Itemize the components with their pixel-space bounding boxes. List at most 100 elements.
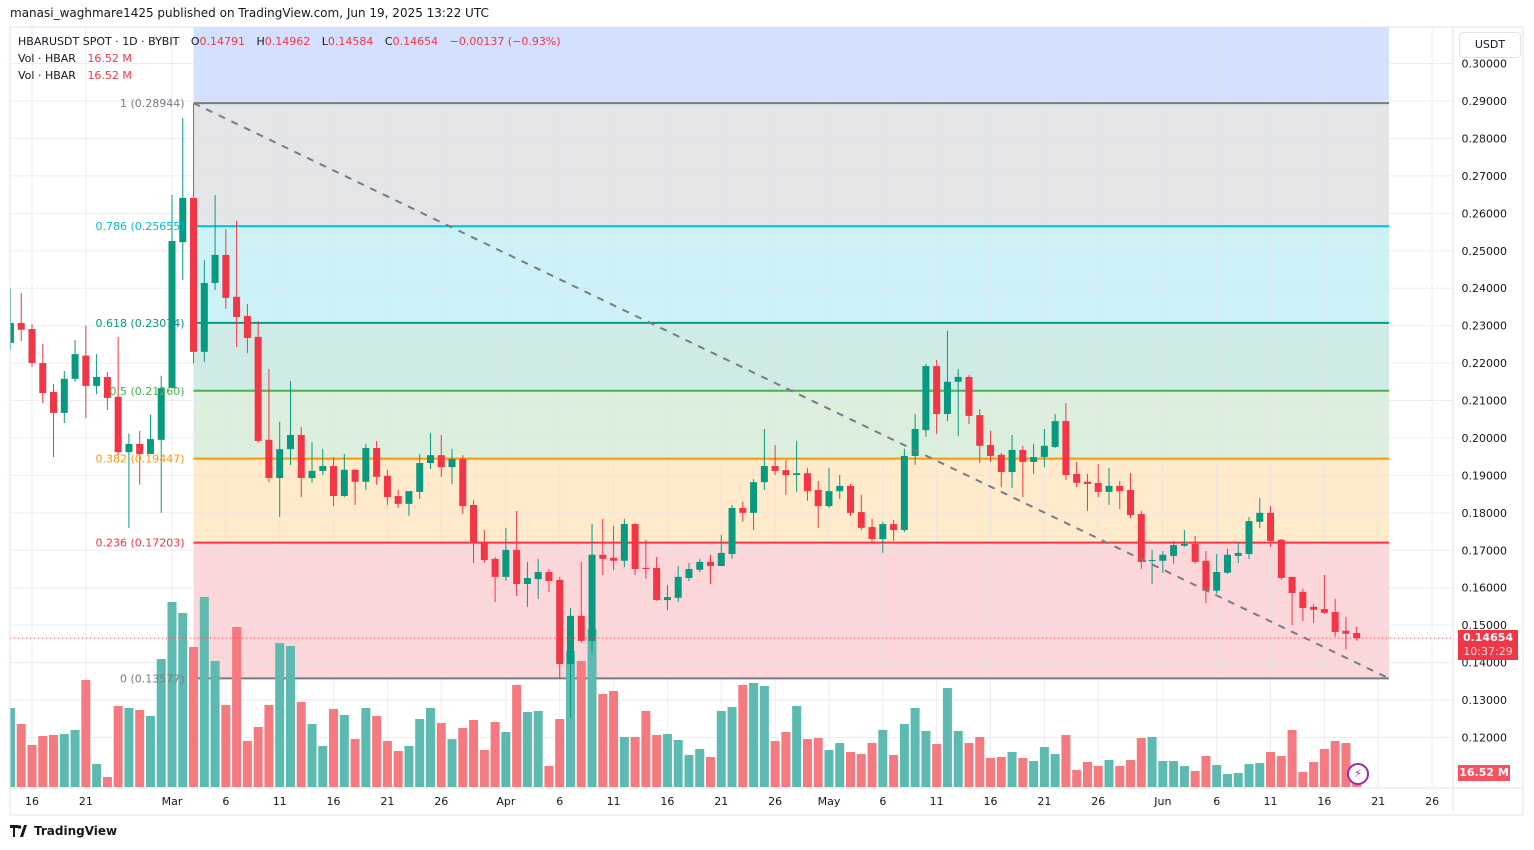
candle[interactable] bbox=[642, 539, 650, 579]
candle[interactable] bbox=[1148, 549, 1156, 584]
candle[interactable] bbox=[588, 523, 596, 653]
candle[interactable] bbox=[879, 521, 887, 553]
candle[interactable] bbox=[1008, 434, 1016, 489]
candle[interactable] bbox=[222, 229, 230, 309]
candle[interactable] bbox=[1062, 403, 1070, 480]
candle[interactable] bbox=[254, 321, 262, 443]
candle[interactable] bbox=[803, 467, 811, 501]
candle[interactable] bbox=[610, 525, 618, 571]
candle[interactable] bbox=[71, 339, 79, 382]
candle[interactable] bbox=[653, 557, 661, 601]
candle[interactable] bbox=[136, 430, 144, 485]
candle[interactable] bbox=[233, 220, 241, 347]
candle[interactable] bbox=[114, 336, 122, 455]
candle[interactable] bbox=[383, 469, 391, 505]
candle[interactable] bbox=[190, 103, 198, 364]
candle[interactable] bbox=[566, 607, 574, 719]
candle[interactable] bbox=[943, 330, 951, 422]
candle[interactable] bbox=[771, 445, 779, 476]
candle[interactable] bbox=[448, 448, 456, 485]
candle[interactable] bbox=[1353, 626, 1361, 641]
candle[interactable] bbox=[847, 484, 855, 516]
volume-legend-1[interactable]: Vol · HBAR 16.52 M bbox=[18, 52, 132, 65]
candle[interactable] bbox=[297, 427, 305, 498]
candle[interactable] bbox=[330, 457, 338, 507]
candle[interactable] bbox=[987, 430, 995, 462]
candle[interactable] bbox=[1234, 542, 1242, 564]
candle[interactable] bbox=[211, 194, 219, 291]
candle[interactable] bbox=[1299, 588, 1307, 622]
candle[interactable] bbox=[1342, 616, 1350, 650]
candle[interactable] bbox=[1159, 551, 1167, 573]
candle[interactable] bbox=[1320, 574, 1328, 614]
candle[interactable] bbox=[394, 490, 402, 508]
candle[interactable] bbox=[286, 381, 294, 465]
candle[interactable] bbox=[276, 421, 284, 517]
candle[interactable] bbox=[1105, 467, 1113, 505]
candle[interactable] bbox=[50, 384, 58, 458]
candle[interactable] bbox=[351, 469, 359, 505]
candle[interactable] bbox=[793, 440, 801, 492]
candle[interactable] bbox=[545, 569, 553, 592]
candle[interactable] bbox=[17, 293, 25, 341]
candle[interactable] bbox=[1083, 473, 1091, 511]
candle[interactable] bbox=[868, 518, 876, 543]
candle[interactable] bbox=[168, 194, 176, 389]
candle[interactable] bbox=[674, 566, 682, 602]
candle[interactable] bbox=[1051, 413, 1059, 449]
candle[interactable] bbox=[836, 475, 844, 499]
candle[interactable] bbox=[405, 491, 413, 516]
candle[interactable] bbox=[480, 530, 488, 564]
candle[interactable] bbox=[825, 467, 833, 508]
tradingview-logo[interactable]: TradingView bbox=[10, 824, 117, 838]
candle[interactable] bbox=[1288, 576, 1296, 626]
candle[interactable] bbox=[663, 585, 671, 611]
candle[interactable] bbox=[696, 558, 704, 572]
candle[interactable] bbox=[265, 369, 273, 483]
candle[interactable] bbox=[922, 363, 930, 437]
candle[interactable] bbox=[707, 554, 714, 584]
candle[interactable] bbox=[760, 428, 768, 491]
candle[interactable] bbox=[1202, 551, 1210, 604]
candle[interactable] bbox=[470, 500, 478, 564]
candle[interactable] bbox=[437, 434, 445, 477]
candle[interactable] bbox=[814, 481, 822, 528]
candle[interactable] bbox=[1277, 539, 1285, 580]
candle[interactable] bbox=[739, 501, 747, 522]
candle[interactable] bbox=[157, 375, 165, 513]
candle[interactable] bbox=[933, 360, 941, 434]
candle[interactable] bbox=[1030, 443, 1038, 474]
candle[interactable] bbox=[200, 260, 208, 362]
candle[interactable] bbox=[308, 442, 316, 483]
candle[interactable] bbox=[717, 534, 725, 567]
candle[interactable] bbox=[1245, 516, 1253, 559]
candle[interactable] bbox=[93, 354, 101, 395]
candle[interactable] bbox=[1073, 461, 1081, 488]
candle[interactable] bbox=[911, 413, 919, 465]
candle[interactable] bbox=[954, 369, 962, 437]
candle[interactable] bbox=[685, 563, 693, 581]
candle[interactable] bbox=[1223, 548, 1231, 574]
candle[interactable] bbox=[125, 433, 133, 528]
candle[interactable] bbox=[1040, 428, 1048, 468]
trendline[interactable] bbox=[193, 102, 1390, 680]
candle[interactable] bbox=[997, 452, 1005, 488]
candle[interactable] bbox=[1267, 506, 1275, 547]
candle[interactable] bbox=[459, 455, 467, 514]
candle[interactable] bbox=[890, 519, 898, 541]
candle[interactable] bbox=[857, 494, 865, 531]
candle[interactable] bbox=[534, 558, 542, 599]
currency-unit-button[interactable]: USDT bbox=[1459, 32, 1521, 58]
volume-legend-2[interactable]: Vol · HBAR 16.52 M bbox=[18, 69, 132, 82]
candle[interactable] bbox=[491, 557, 499, 602]
candle[interactable] bbox=[373, 440, 381, 485]
candle[interactable] bbox=[1191, 536, 1199, 564]
candle[interactable] bbox=[750, 479, 758, 531]
candle[interactable] bbox=[976, 409, 984, 464]
candle[interactable] bbox=[965, 375, 973, 425]
candle[interactable] bbox=[523, 561, 531, 607]
candle[interactable] bbox=[60, 370, 68, 423]
candle[interactable] bbox=[426, 433, 434, 470]
candle[interactable] bbox=[103, 372, 111, 410]
